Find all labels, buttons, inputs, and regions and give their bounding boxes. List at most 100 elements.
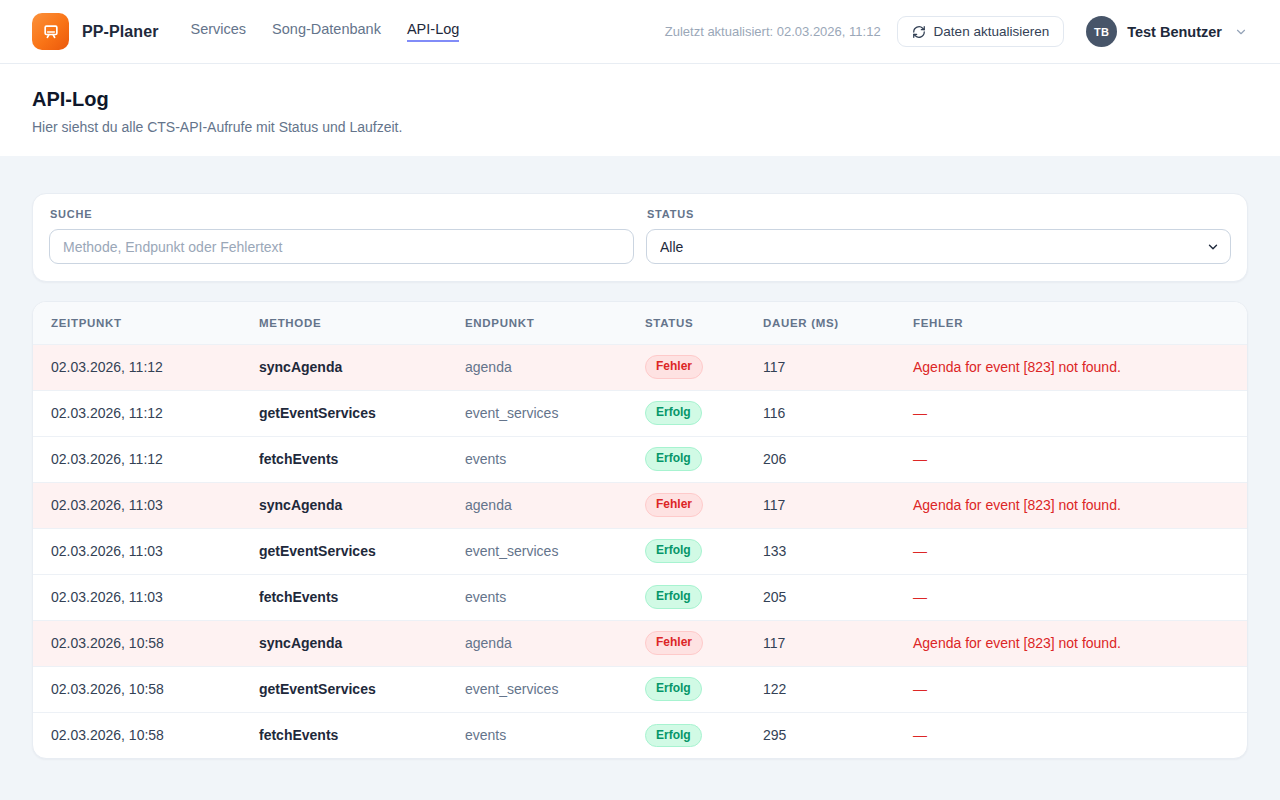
status-badge: Erfolg (645, 677, 702, 700)
nav-item-api-log[interactable]: API-Log (407, 21, 459, 42)
table-row: 02.03.2026, 10:58syncAgendaagendaFehler1… (33, 620, 1247, 666)
column-header: STATUS (627, 302, 745, 344)
status-select[interactable]: Alle (646, 229, 1231, 264)
cell-endpunkt: events (447, 436, 627, 482)
cell-endpunkt: agenda (447, 482, 627, 528)
table-row: 02.03.2026, 11:03getEventServicesevent_s… (33, 528, 1247, 574)
page-subtitle: Hier siehst du alle CTS-API-Aufrufe mit … (32, 119, 1248, 135)
cell-dauer: 117 (745, 482, 895, 528)
column-header: DAUER (MS) (745, 302, 895, 344)
status-badge: Erfolg (645, 401, 702, 424)
cell-zeitpunkt: 02.03.2026, 11:03 (33, 528, 241, 574)
column-header: FEHLER (895, 302, 1247, 344)
status-badge: Fehler (645, 631, 703, 654)
table-header-row: ZEITPUNKTMETHODEENDPUNKTSTATUSDAUER (MS)… (33, 302, 1247, 344)
cell-fehler: — (895, 666, 1247, 712)
table-row: 02.03.2026, 10:58getEventServicesevent_s… (33, 666, 1247, 712)
status-badge: Fehler (645, 355, 703, 378)
cell-endpunkt: events (447, 712, 627, 758)
table-row: 02.03.2026, 11:03syncAgendaagendaFehler1… (33, 482, 1247, 528)
cell-methode: syncAgenda (241, 482, 447, 528)
avatar: TB (1086, 16, 1117, 47)
top-bar: PP-Planer ServicesSong-DatenbankAPI-Log … (0, 0, 1280, 64)
cell-status: Erfolg (627, 666, 745, 712)
status-badge: Erfolg (645, 539, 702, 562)
cell-dauer: 116 (745, 390, 895, 436)
cell-dauer: 117 (745, 344, 895, 390)
cell-zeitpunkt: 02.03.2026, 11:12 (33, 390, 241, 436)
filter-panel: SUCHE STATUS Alle (32, 193, 1248, 282)
brand-name: PP-Planer (82, 23, 159, 41)
cell-methode: getEventServices (241, 390, 447, 436)
cell-fehler: — (895, 390, 1247, 436)
api-log-table-card: ZEITPUNKTMETHODEENDPUNKTSTATUSDAUER (MS)… (32, 301, 1248, 759)
refresh-button-label: Daten aktualisieren (934, 24, 1050, 39)
table-row: 02.03.2026, 11:12syncAgendaagenda Fehler 1… (33, 344, 1247, 390)
refresh-data-button[interactable]: Daten aktualisieren (897, 16, 1065, 47)
search-label: SUCHE (49, 208, 634, 220)
cell-fehler: Agenda for event [823] not found. (895, 620, 1247, 666)
cell-status: Erfolg (627, 712, 745, 758)
cell-zeitpunkt: 02.03.2026, 11:12 (33, 436, 241, 482)
cell-fehler: — (895, 712, 1247, 758)
refresh-icon (912, 25, 926, 39)
cell-status: Erfolg (627, 528, 745, 574)
cell-endpunkt: event_services (447, 528, 627, 574)
cell-endpunkt: events (447, 574, 627, 620)
table-row: 02.03.2026, 11:12fetchEventsevents Erfolg… (33, 436, 1247, 482)
cell-methode: fetchEvents (241, 574, 447, 620)
cell-dauer: 122 (745, 666, 895, 712)
cell-methode: syncAgenda (241, 344, 447, 390)
cell-zeitpunkt: 02.03.2026, 11:03 (33, 482, 241, 528)
cell-status: Erfolg (627, 390, 745, 436)
cell-status: Fehler (627, 620, 745, 666)
cell-zeitpunkt: 02.03.2026, 10:58 (33, 712, 241, 758)
cell-endpunkt: event_services (447, 666, 627, 712)
cell-status: Fehler (627, 482, 745, 528)
cell-fehler: Agenda for event [823] not found. (895, 344, 1247, 390)
last-updated-text: Zuletzt aktualisiert: 02.03.2026, 11:12 (665, 24, 881, 39)
cell-status: Erfolg (627, 436, 745, 482)
table-row: 02.03.2026, 10:58fetchEventseventsErfolg… (33, 712, 1247, 758)
cell-dauer: 295 (745, 712, 895, 758)
cell-zeitpunkt: 02.03.2026, 11:03 (33, 574, 241, 620)
nav-item-song-datenbank[interactable]: Song-Datenbank (272, 21, 381, 42)
cell-methode: syncAgenda (241, 620, 447, 666)
topbar-right: Zuletzt aktualisiert: 02.03.2026, 11:12 … (665, 16, 1248, 47)
status-field-group: STATUS Alle (646, 208, 1231, 264)
column-header: ENDPUNKT (447, 302, 627, 344)
page-title: API-Log (32, 88, 1248, 111)
main-nav: Services Song-Datenbank API-Log (191, 21, 460, 42)
brand: PP-Planer (32, 13, 159, 50)
page-header: API-Log Hier siehst du alle CTS-API-Aufr… (0, 64, 1280, 156)
user-menu[interactable]: TB Test Benutzer (1086, 16, 1248, 47)
search-field-group: SUCHE (49, 208, 634, 264)
cell-methode: fetchEvents (241, 712, 447, 758)
chevron-down-icon (1232, 25, 1248, 39)
cell-methode: fetchEvents (241, 436, 447, 482)
cell-endpunkt: event_services (447, 390, 627, 436)
user-name: Test Benutzer (1127, 24, 1222, 40)
table-row: 02.03.2026, 11:03fetchEventsevents Erfolg… (33, 574, 1247, 620)
status-badge: Erfolg (645, 585, 702, 608)
status-label: STATUS (646, 208, 1231, 220)
column-header: ZEITPUNKT (33, 302, 241, 344)
nav-item-services[interactable]: Services (191, 21, 247, 42)
status-badge: Erfolg (645, 447, 702, 470)
search-input[interactable] (49, 229, 634, 264)
api-log-table: ZEITPUNKTMETHODEENDPUNKTSTATUSDAUER (MS)… (33, 302, 1247, 758)
app-logo-icon (32, 13, 69, 50)
cell-dauer: 205 (745, 574, 895, 620)
cell-fehler: Agenda for event [823] not found. (895, 482, 1247, 528)
cell-fehler: — (895, 574, 1247, 620)
cell-dauer: 206 (745, 436, 895, 482)
cell-endpunkt: agenda (447, 344, 627, 390)
cell-fehler: — (895, 528, 1247, 574)
cell-methode: getEventServices (241, 666, 447, 712)
cell-fehler: — (895, 436, 1247, 482)
cell-zeitpunkt: 02.03.2026, 11:12 (33, 344, 241, 390)
table-row: 02.03.2026, 11:12getEventServicesevent_s… (33, 390, 1247, 436)
cell-zeitpunkt: 02.03.2026, 10:58 (33, 666, 241, 712)
main-content: SUCHE STATUS Alle ZEITPUNKT (0, 156, 1280, 759)
cell-status: Fehler (627, 344, 745, 390)
